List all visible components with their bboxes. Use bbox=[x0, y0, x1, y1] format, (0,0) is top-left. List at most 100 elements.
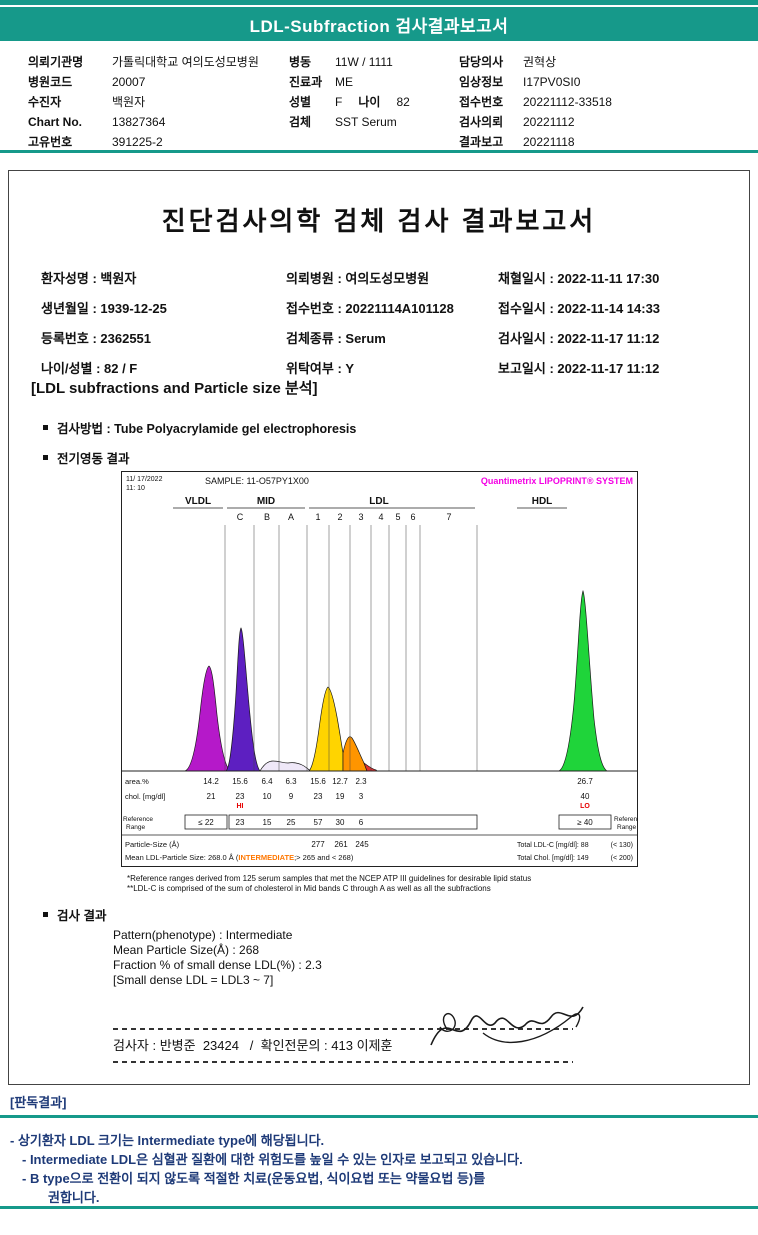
interpretation-block: - 상기환자 LDL 크기는 Intermediate type에 해당됩니다.… bbox=[10, 1131, 523, 1207]
group-label-vldl: VLDL bbox=[185, 496, 211, 507]
ref-box bbox=[228, 814, 478, 830]
chol-value: 23 bbox=[314, 792, 323, 801]
band-label: 7 bbox=[446, 512, 451, 522]
chol-row-label: chol. [mg/dl] bbox=[125, 792, 165, 801]
hi-flag: HI bbox=[237, 803, 244, 810]
lo-flag: LO bbox=[580, 803, 590, 810]
ref-value: ≤ 22 bbox=[198, 818, 214, 827]
band-label: 5 bbox=[395, 512, 400, 522]
particle-row-label: Particle-Size (Å) bbox=[125, 840, 180, 849]
signature bbox=[430, 1006, 584, 1046]
mean-particle-size: Mean LDL-Particle Size: 268.0 Å (INTERME… bbox=[125, 853, 354, 862]
field-value: 권혁상 bbox=[523, 55, 557, 69]
ref-label-right: Reference bbox=[614, 816, 638, 823]
interpretation-line: - Intermediate LDL은 심혈관 질환에 대한 위험도를 높일 수… bbox=[22, 1152, 523, 1167]
ref-value: 6 bbox=[359, 818, 364, 827]
field-label: 접수번호 bbox=[459, 95, 504, 109]
chart-time: 11: 10 bbox=[126, 485, 145, 492]
field-label: 수진자 bbox=[28, 95, 62, 109]
ref-label-right: Range bbox=[617, 824, 637, 831]
field-label: 병동 bbox=[289, 55, 312, 69]
field-value: I17PV0SI0 bbox=[523, 75, 581, 89]
teal-divider bbox=[0, 1115, 758, 1118]
total-chol-ref: (< 200) bbox=[611, 855, 633, 862]
field-label: 성별 bbox=[289, 95, 312, 109]
area-row-label: area.% bbox=[125, 777, 149, 786]
banner-divider-line bbox=[0, 5, 758, 7]
report-title: 진단검사의학 검체 검사 결과보고서 bbox=[161, 206, 597, 236]
result-bullet-text: 검사 결과 bbox=[57, 909, 107, 923]
band-label: A bbox=[288, 512, 294, 522]
chart-border bbox=[121, 471, 638, 867]
particle-value: 261 bbox=[334, 840, 348, 849]
chol-value: 21 bbox=[207, 792, 216, 801]
result-line: Pattern(phenotype) : Intermediate bbox=[113, 928, 293, 942]
bullet-square-icon bbox=[43, 425, 48, 430]
area-value: 26.7 bbox=[577, 777, 593, 786]
chol-value: 3 bbox=[359, 792, 364, 801]
header-right-column: 담당의사 권혁상 임상정보 I17PV0SI0 접수번호 20221112-33… bbox=[459, 52, 612, 152]
field-value: 백원자 bbox=[112, 95, 146, 109]
field-label: 의뢰기관명 bbox=[28, 55, 84, 69]
chol-value: 23 bbox=[236, 792, 245, 801]
section-title: [LDL subfractions and Particle size 분석] bbox=[31, 380, 318, 397]
band-label: 4 bbox=[378, 512, 383, 522]
field-value: 20221118 bbox=[523, 135, 575, 149]
ref-value: 25 bbox=[287, 818, 296, 827]
report-box: 진단검사의학 검체 검사 결과보고서 환자성명 : 백원자 의뢰병원 : 여의도… bbox=[8, 170, 750, 1085]
bullet-square-icon bbox=[43, 455, 48, 460]
patient-cell: 보고일시 : 2022-11-17 11:12 bbox=[498, 361, 660, 376]
patient-cell: 검사일시 : 2022-11-17 11:12 bbox=[498, 331, 660, 346]
field-label: Chart No. bbox=[28, 115, 82, 129]
bullet-square-icon bbox=[43, 912, 48, 917]
patient-cell: 채혈일시 : 2022-11-11 17:30 bbox=[498, 271, 660, 286]
sex-value: F bbox=[335, 95, 343, 109]
field-label: 병원코드 bbox=[28, 75, 73, 89]
area-value: 12.7 bbox=[332, 777, 348, 786]
patient-cell: 접수번호 : 20221114A101128 bbox=[286, 301, 454, 316]
field-value: 가톨릭대학교 여의도성모병원 bbox=[112, 55, 259, 69]
area-value: 6.4 bbox=[261, 777, 273, 786]
total-chol: Total Chol. [mg/dl]: 149 bbox=[517, 855, 589, 862]
banner: LDL-Subfraction 검사결과보고서 bbox=[0, 0, 758, 41]
total-ldl-ref: (< 130) bbox=[611, 842, 633, 849]
ldl2-peak bbox=[342, 736, 368, 772]
sample-id: SAMPLE: 11-O57PY1X00 bbox=[205, 476, 309, 486]
mid-c-peak bbox=[224, 627, 261, 772]
hdl-peak bbox=[558, 589, 609, 772]
chol-value: 10 bbox=[263, 792, 272, 801]
band-label: C bbox=[237, 512, 244, 522]
chol-value: 19 bbox=[336, 792, 345, 801]
intermediate-flag: INTERMEDIATE bbox=[238, 853, 294, 862]
ref-value: ≥ 40 bbox=[577, 818, 593, 827]
field-label: 고유번호 bbox=[28, 135, 73, 149]
particle-value: 245 bbox=[355, 840, 369, 849]
ref-label-left: Range bbox=[126, 824, 146, 831]
patient-cell: 의뢰병원 : 여의도성모병원 bbox=[286, 271, 430, 286]
lipoprint-densitogram: 11/ 17/2022 11: 10 SAMPLE: 11-O57PY1X00 … bbox=[121, 471, 644, 867]
dashed-separator bbox=[113, 1028, 573, 1030]
footnote: **LDL-C is comprised of the sum of chole… bbox=[127, 884, 491, 893]
field-value: 13827364 bbox=[112, 115, 166, 129]
ref-value: 57 bbox=[314, 818, 323, 827]
result-block: Pattern(phenotype) : Intermediate Mean P… bbox=[113, 928, 322, 988]
total-ldl: Total LDL-C [mg/dl]: 88 bbox=[517, 842, 589, 849]
ref-value: 15 bbox=[263, 818, 272, 827]
band-label: 1 bbox=[315, 512, 320, 522]
electrophoresis-text: 전기영동 결과 bbox=[57, 452, 130, 466]
area-value: 2.3 bbox=[355, 777, 367, 786]
ref-box bbox=[558, 814, 612, 830]
patient-cell: 생년월일 : 1939-12-25 bbox=[41, 301, 167, 316]
field-value: 20221112-33518 bbox=[523, 95, 612, 109]
vldl-peak bbox=[184, 665, 231, 772]
chart-date: 11/ 17/2022 bbox=[126, 476, 163, 483]
result-line: [Small dense LDL = LDL3 ~ 7] bbox=[113, 973, 274, 987]
interpretation-line: 권합니다. bbox=[48, 1190, 100, 1205]
band-label: 6 bbox=[410, 512, 415, 522]
group-label-mid: MID bbox=[257, 496, 275, 507]
field-value: 391225-2 bbox=[112, 135, 163, 149]
band-label: B bbox=[264, 512, 270, 522]
ldl1-peak bbox=[308, 686, 344, 772]
particle-value: 277 bbox=[311, 840, 325, 849]
chol-value: 9 bbox=[289, 792, 294, 801]
